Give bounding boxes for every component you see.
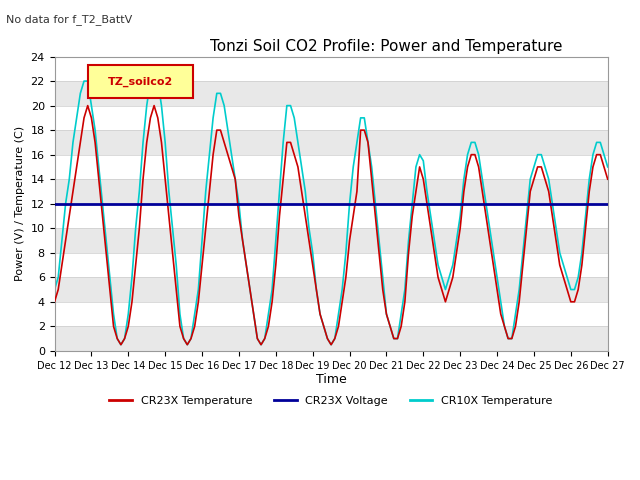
CR23X Temperature [84, 103, 92, 108]
CR10X Temperature [604, 164, 612, 170]
Bar [54, 57, 608, 81]
CR23X Temperature [408, 213, 416, 219]
Legend: CR23X Temperature, CR23X Voltage, CR10X Temperature: CR23X Temperature, CR23X Voltage, CR10X … [105, 391, 557, 410]
Bar [54, 106, 608, 130]
Bar [54, 253, 608, 277]
CR10X Temperature [150, 66, 158, 72]
Bar [54, 302, 608, 326]
CR23X Temperature [604, 176, 612, 182]
CR23X Temperature [51, 299, 58, 305]
Bar [54, 81, 608, 106]
Bar [54, 228, 608, 253]
CR23X Temperature [600, 164, 608, 170]
CR23X Temperature [117, 342, 125, 348]
CR10X Temperature [327, 342, 335, 348]
Bar [54, 204, 608, 228]
Bar [54, 277, 608, 302]
FancyBboxPatch shape [88, 65, 193, 98]
CR23X Temperature [253, 336, 261, 341]
Text: No data for f_T2_BattV: No data for f_T2_BattV [6, 14, 132, 25]
CR10X Temperature [394, 336, 401, 341]
X-axis label: Time: Time [316, 373, 346, 386]
Bar [54, 179, 608, 204]
Line: CR10X Temperature: CR10X Temperature [54, 69, 608, 345]
Text: TZ_soilco2: TZ_soilco2 [108, 76, 173, 87]
Y-axis label: Power (V) / Temperature (C): Power (V) / Temperature (C) [15, 126, 25, 281]
CR10X Temperature [408, 201, 416, 206]
CR10X Temperature [117, 342, 125, 348]
CR23X Temperature [445, 287, 453, 292]
CR10X Temperature [253, 336, 261, 341]
CR23X Temperature [327, 342, 335, 348]
CR10X Temperature [51, 287, 58, 292]
Bar [54, 130, 608, 155]
Title: Tonzi Soil CO2 Profile: Power and Temperature: Tonzi Soil CO2 Profile: Power and Temper… [210, 39, 563, 54]
Line: CR23X Temperature: CR23X Temperature [54, 106, 608, 345]
CR10X Temperature [600, 152, 608, 157]
Bar [54, 155, 608, 179]
CR23X Temperature [394, 336, 401, 341]
Bar [54, 326, 608, 351]
CR10X Temperature [445, 275, 453, 280]
